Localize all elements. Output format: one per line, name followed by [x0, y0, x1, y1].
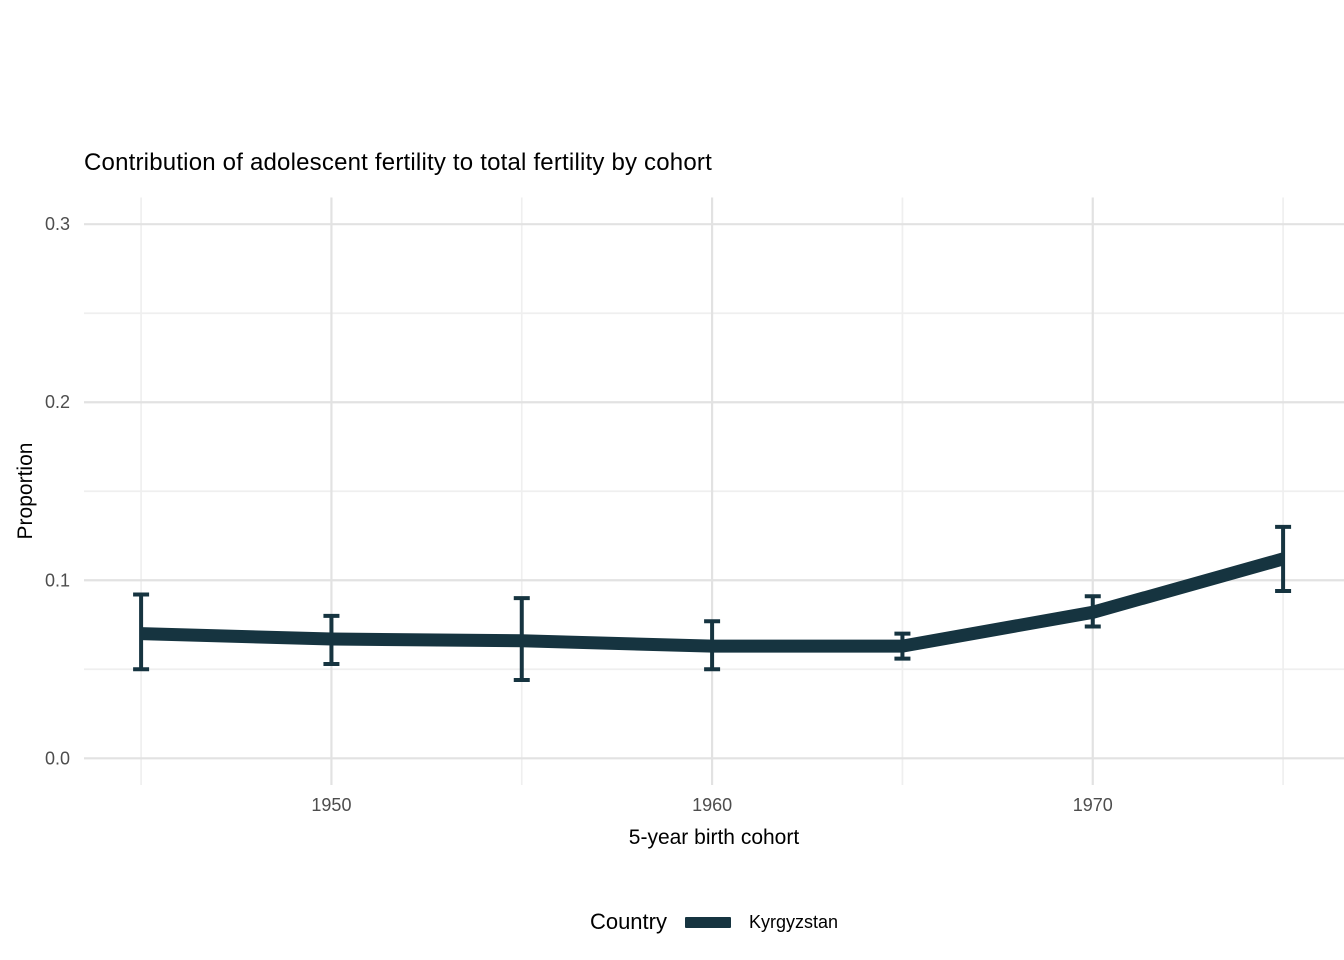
legend-line-swatch	[685, 916, 731, 928]
y-axis-title: Proportion	[14, 442, 37, 540]
x-tick-label: 1970	[1073, 795, 1113, 815]
y-tick-label: 0.2	[45, 392, 70, 412]
series-line-kyrgyzstan	[140, 552, 1285, 653]
x-tick-label: 1960	[692, 795, 732, 815]
y-tick-label: 0.1	[45, 570, 70, 590]
y-tick-label: 0.3	[45, 214, 70, 234]
legend: Country Kyrgyzstan	[84, 903, 1344, 941]
legend-series-label: Kyrgyzstan	[749, 911, 839, 932]
y-tick-label: 0.0	[45, 748, 70, 768]
chart-title: Contribution of adolescent fertility to …	[84, 149, 712, 176]
x-tick-label: 1950	[311, 795, 351, 815]
legend-title: Country	[589, 909, 667, 934]
x-axis-title: 5-year birth cohort	[628, 826, 800, 849]
